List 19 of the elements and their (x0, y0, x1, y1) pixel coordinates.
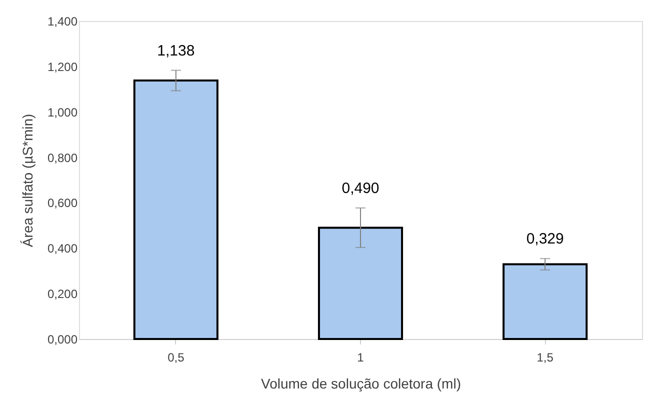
x-tick-label: 0,5 (168, 350, 185, 364)
bar (502, 263, 588, 340)
y-axis-title: Área sulfato (µS*min) (19, 114, 36, 248)
y-tick-label: 0,400 (47, 242, 78, 256)
x-tick-label: 1,5 (536, 350, 554, 364)
y-tick-label: 0,000 (47, 332, 78, 346)
y-tick-label: 0,200 (47, 287, 78, 302)
y-tick-label: 1,400 (47, 14, 78, 28)
y-tick-label: 0,800 (47, 150, 78, 165)
y-tick-label: 1,200 (47, 60, 78, 74)
data-label: 0,329 (526, 230, 564, 248)
bar (133, 80, 218, 340)
bar (318, 226, 404, 340)
x-tick-label: 1 (357, 350, 364, 364)
x-axis-title: Volume de solução coletora (ml) (261, 376, 461, 392)
data-label: 1,138 (157, 42, 195, 60)
y-tick-label: 0,600 (47, 196, 78, 210)
y-tick-label: 1,000 (47, 105, 78, 120)
data-label: 0,490 (342, 180, 380, 197)
